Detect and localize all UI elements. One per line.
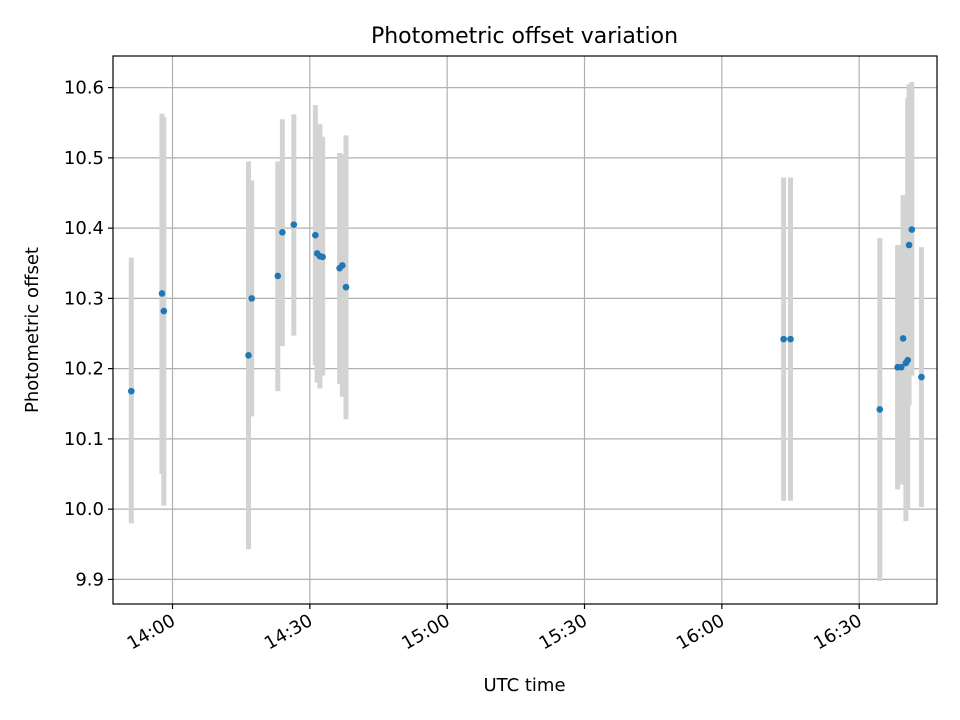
data-point [279,229,286,236]
data-point [904,356,912,364]
data-point [312,231,319,239]
y-tick-label: 9.9 [75,569,104,590]
data-point [245,351,252,359]
data-points [128,221,925,413]
y-tick-label: 10.3 [64,288,104,309]
plot-frame [112,55,938,605]
ticks [108,87,860,609]
data-point [908,226,916,233]
data-point [158,290,166,297]
y-tick-label: 10.6 [64,78,104,99]
data-point [274,272,282,280]
data-point [339,262,346,269]
y-tick-label: 10.1 [64,429,104,450]
y-tick-label: 10.2 [64,359,104,380]
data-point [905,241,913,249]
data-point [290,221,298,228]
data-point [918,373,925,381]
data-point [897,363,905,371]
x-axis-label: UTC time [483,675,565,696]
y-axis-label: Photometric offset [22,247,43,413]
data-point [787,335,794,343]
data-point [342,283,350,291]
data-point [876,406,884,413]
data-point [319,253,326,261]
data-point [899,335,907,342]
data-point [248,295,256,302]
data-point [780,335,787,343]
chart-title: Photometric offset variation [371,24,678,49]
data-point [160,307,168,315]
data-point [128,387,135,395]
y-tick-label: 10.0 [64,499,104,520]
y-tick-label: 10.5 [64,148,104,169]
y-tick-label: 10.4 [64,218,104,239]
